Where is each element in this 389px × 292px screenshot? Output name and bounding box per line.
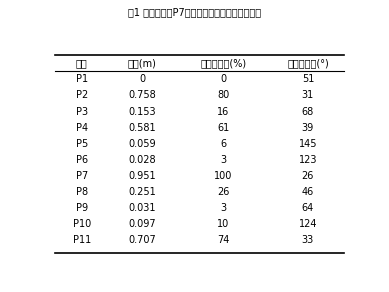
Text: P5: P5 [76, 139, 88, 149]
Text: 123: 123 [299, 155, 317, 165]
Text: 3: 3 [221, 203, 226, 213]
Text: 64: 64 [302, 203, 314, 213]
Text: 46: 46 [302, 187, 314, 197]
Text: 相位偏移度(°): 相位偏移度(°) [287, 58, 329, 68]
Text: 31: 31 [302, 91, 314, 100]
Text: 51: 51 [302, 74, 314, 84]
Text: 39: 39 [302, 123, 314, 133]
Text: 100: 100 [214, 171, 233, 181]
Text: 振幅衰减度(%): 振幅衰减度(%) [200, 58, 247, 68]
Text: 80: 80 [217, 91, 230, 100]
Text: 124: 124 [299, 219, 317, 229]
Text: P6: P6 [76, 155, 88, 165]
Text: 26: 26 [302, 171, 314, 181]
Text: 0.707: 0.707 [128, 235, 156, 245]
Text: 井号: 井号 [76, 58, 88, 68]
Text: P3: P3 [76, 107, 88, 117]
Text: P11: P11 [73, 235, 91, 245]
Text: 26: 26 [217, 187, 230, 197]
Text: 0: 0 [221, 74, 226, 84]
Text: 0.059: 0.059 [128, 139, 156, 149]
Text: 0.758: 0.758 [128, 91, 156, 100]
Text: P2: P2 [76, 91, 88, 100]
Text: P9: P9 [76, 203, 88, 213]
Text: 振幅(m): 振幅(m) [128, 58, 156, 68]
Text: 10: 10 [217, 219, 230, 229]
Text: 0.153: 0.153 [128, 107, 156, 117]
Text: P10: P10 [73, 219, 91, 229]
Text: P7: P7 [76, 171, 88, 181]
Text: P8: P8 [76, 187, 88, 197]
Text: 3: 3 [221, 155, 226, 165]
Text: 0.581: 0.581 [128, 123, 156, 133]
Text: P1: P1 [76, 74, 88, 84]
Text: 33: 33 [302, 235, 314, 245]
Text: 68: 68 [302, 107, 314, 117]
Text: 0: 0 [139, 74, 145, 84]
Text: 0.251: 0.251 [128, 187, 156, 197]
Text: 145: 145 [299, 139, 317, 149]
Text: P4: P4 [76, 123, 88, 133]
Text: 表1 各测试井对P7井谐波信号响应的参数值统计: 表1 各测试井对P7井谐波信号响应的参数值统计 [128, 7, 261, 17]
Text: 0.097: 0.097 [128, 219, 156, 229]
Text: 6: 6 [221, 139, 226, 149]
Text: 0.028: 0.028 [128, 155, 156, 165]
Text: 61: 61 [217, 123, 230, 133]
Text: 0.951: 0.951 [128, 171, 156, 181]
Text: 74: 74 [217, 235, 230, 245]
Text: 0.031: 0.031 [128, 203, 156, 213]
Text: 16: 16 [217, 107, 230, 117]
